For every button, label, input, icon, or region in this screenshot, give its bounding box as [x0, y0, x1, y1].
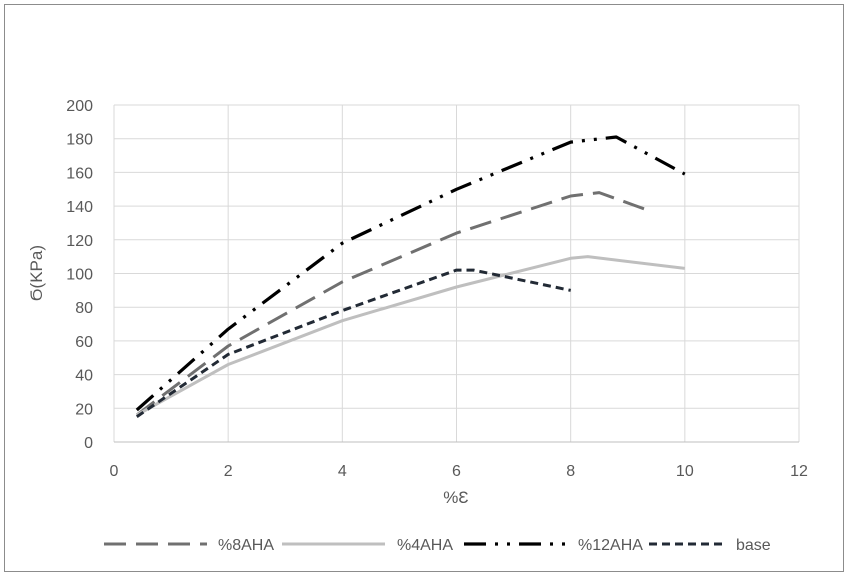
x-axis-ticks: 0 2 4 6 8 10 12 [110, 463, 808, 480]
x-tick-label: 2 [224, 463, 233, 480]
grid [113, 104, 800, 443]
y-tick-label: 180 [66, 132, 93, 149]
y-tick-label: 0 [84, 435, 93, 452]
series-line-3 [135, 268, 572, 418]
x-axis-title: %Ɛ [443, 488, 468, 507]
y-tick-label: 100 [66, 267, 93, 284]
y-tick-label: 20 [75, 401, 93, 418]
x-tick-label: 4 [338, 463, 347, 480]
y-axis-ticks: 0 20 40 60 80 100 120 140 160 180 200 [66, 98, 93, 452]
legend-label-2: %12AHA [578, 537, 643, 554]
series-line-2 [135, 135, 686, 412]
x-tick-label: 8 [566, 463, 575, 480]
x-tick-label: 6 [452, 463, 461, 480]
y-tick-label: 200 [66, 98, 93, 115]
series-line-1 [136, 255, 685, 417]
legend-label-1: %4AHA [397, 537, 453, 554]
y-tick-label: 80 [75, 300, 93, 317]
chart-frame [4, 4, 844, 572]
series-lines [135, 135, 686, 418]
legend-label-3: base [736, 537, 771, 554]
legend: %8AHA %4AHA %12AHA base [104, 537, 771, 554]
y-tick-label: 40 [75, 368, 93, 385]
y-tick-label: 140 [66, 199, 93, 216]
x-tick-label: 10 [676, 463, 694, 480]
x-tick-label: 12 [790, 463, 808, 480]
y-tick-label: 120 [66, 233, 93, 250]
y-tick-label: 160 [66, 165, 93, 182]
x-tick-label: 0 [110, 463, 119, 480]
legend-label-0: %8AHA [218, 537, 274, 554]
y-tick-label: 60 [75, 334, 93, 351]
y-axis-title: Ϭ(KPa) [27, 245, 46, 301]
series-line-0 [135, 191, 652, 417]
